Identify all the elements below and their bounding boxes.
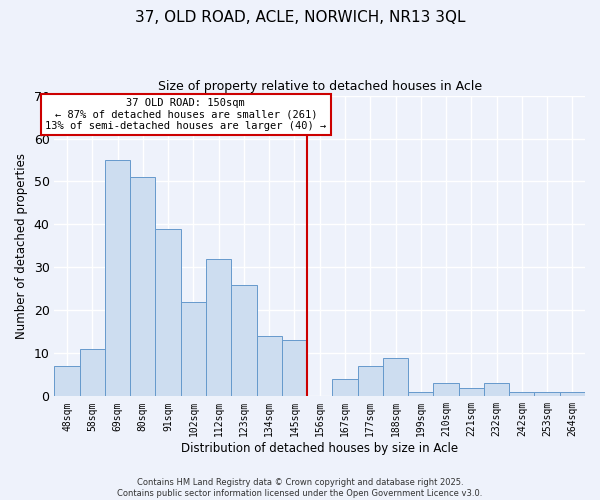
Bar <box>130 177 155 396</box>
Bar <box>560 392 585 396</box>
Bar <box>383 358 408 397</box>
Bar <box>484 384 509 396</box>
Bar <box>458 388 484 396</box>
Title: Size of property relative to detached houses in Acle: Size of property relative to detached ho… <box>158 80 482 93</box>
Bar <box>80 349 105 397</box>
Bar <box>155 229 181 396</box>
Bar <box>408 392 433 396</box>
Bar <box>105 160 130 396</box>
Y-axis label: Number of detached properties: Number of detached properties <box>15 153 28 339</box>
X-axis label: Distribution of detached houses by size in Acle: Distribution of detached houses by size … <box>181 442 458 455</box>
Bar <box>535 392 560 396</box>
Bar <box>257 336 282 396</box>
Bar <box>358 366 383 396</box>
Bar <box>433 384 458 396</box>
Bar <box>231 284 257 397</box>
Bar <box>181 302 206 396</box>
Bar <box>55 366 80 396</box>
Bar <box>509 392 535 396</box>
Text: Contains HM Land Registry data © Crown copyright and database right 2025.
Contai: Contains HM Land Registry data © Crown c… <box>118 478 482 498</box>
Bar <box>206 259 231 396</box>
Bar <box>332 379 358 396</box>
Bar <box>282 340 307 396</box>
Text: 37, OLD ROAD, ACLE, NORWICH, NR13 3QL: 37, OLD ROAD, ACLE, NORWICH, NR13 3QL <box>135 10 465 25</box>
Text: 37 OLD ROAD: 150sqm
← 87% of detached houses are smaller (261)
13% of semi-detac: 37 OLD ROAD: 150sqm ← 87% of detached ho… <box>45 98 326 131</box>
